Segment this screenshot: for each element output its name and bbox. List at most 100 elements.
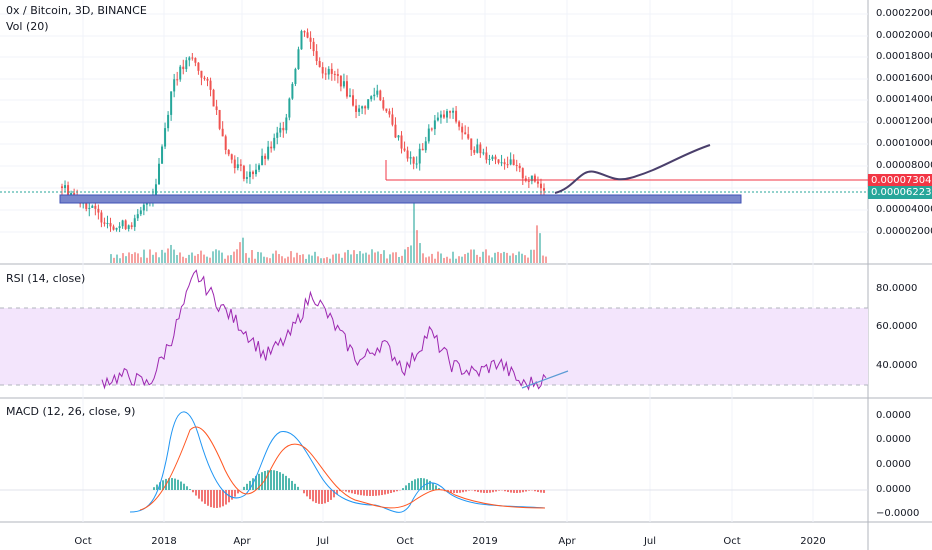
candle-body <box>324 73 327 75</box>
macd-histogram-bar <box>516 490 518 493</box>
candle-body <box>106 222 109 224</box>
candle-body <box>342 81 345 87</box>
volume-bar <box>524 255 526 263</box>
candle-body <box>230 154 233 160</box>
volume-bar <box>383 250 385 263</box>
time-axis-tick: Jul <box>643 536 657 547</box>
volume-bar <box>146 257 148 263</box>
time-axis-tick: Oct <box>723 536 741 547</box>
candle-body <box>500 162 503 164</box>
rsi-pane <box>0 269 868 391</box>
macd-histogram-bar <box>162 480 164 490</box>
projection-curve[interactable] <box>554 144 711 194</box>
macd-histogram-bar <box>330 490 332 500</box>
volume-bar <box>281 256 283 263</box>
volume-bar <box>287 256 289 263</box>
price-axis-tick: 0.00004000 <box>876 204 932 215</box>
candle-body <box>403 148 406 151</box>
volume-bar <box>545 256 547 263</box>
volume-bar <box>308 254 310 263</box>
volume-bar <box>455 258 457 263</box>
macd-histogram-bar <box>231 490 233 500</box>
volume-bar <box>458 256 460 263</box>
macd-histogram-bar <box>195 490 197 496</box>
volume-bar <box>221 252 223 263</box>
rsi-trendline[interactable] <box>521 370 569 389</box>
candle-body <box>297 49 300 70</box>
macd-histogram-bar <box>381 490 383 496</box>
volume-bar <box>488 255 490 263</box>
candle-body <box>376 90 379 95</box>
volume-bar <box>326 257 328 263</box>
macd-histogram-bar <box>369 490 371 496</box>
volume-bar <box>365 252 367 263</box>
candle-body <box>424 141 427 151</box>
candle-body <box>491 156 494 160</box>
support-zone[interactable] <box>59 194 742 204</box>
candle-body <box>294 69 297 84</box>
volume-bar <box>155 252 157 263</box>
macd-histogram-bar <box>420 478 422 490</box>
candle-body <box>439 114 442 118</box>
macd-histogram-bar <box>429 480 431 490</box>
macd-histogram-bar <box>189 489 191 490</box>
candle-body <box>103 222 106 224</box>
volume-bar <box>494 252 496 263</box>
candle-body <box>345 81 348 97</box>
volume-bar <box>323 258 325 263</box>
candle-body <box>473 149 476 153</box>
candle-body <box>203 77 206 79</box>
candle-body <box>406 150 409 159</box>
candle-body <box>158 163 161 185</box>
candle-body <box>315 51 318 62</box>
volume-bar <box>338 253 340 263</box>
macd-histogram-bar <box>315 490 317 503</box>
volume-bar <box>203 254 205 263</box>
candle-body <box>161 146 164 164</box>
volume-bar <box>236 249 238 263</box>
macd-histogram-bar <box>357 490 359 495</box>
candle-body <box>215 106 218 111</box>
time-axis-tick: Jul <box>316 536 330 547</box>
candle-body <box>221 128 224 137</box>
macd-histogram-bar <box>225 490 227 505</box>
volume-bar <box>350 254 352 263</box>
macd-histogram-bar <box>432 482 434 490</box>
candle-body <box>318 61 321 68</box>
volume-bar <box>539 233 541 263</box>
candle-body <box>536 181 539 184</box>
macd-histogram-bar <box>507 490 509 493</box>
volume-bar <box>311 255 313 263</box>
candle-body <box>227 149 230 155</box>
candle-body <box>382 100 385 109</box>
macd-histogram-bar <box>540 490 542 493</box>
macd-histogram-bar <box>495 490 497 492</box>
macd-histogram-bar <box>318 490 320 504</box>
macd-histogram-bar <box>216 490 218 508</box>
volume-bar <box>368 254 370 263</box>
candle-body <box>100 212 103 223</box>
candle-body <box>97 208 100 213</box>
volume-bar <box>233 251 235 263</box>
volume-bar <box>431 253 433 263</box>
candle-body <box>433 120 436 130</box>
candle-body <box>130 225 133 227</box>
candle-body <box>188 57 191 61</box>
volume-bar <box>194 255 196 263</box>
candle-body <box>358 108 361 112</box>
candle-body <box>543 188 545 191</box>
macd-histogram-bar <box>255 475 257 490</box>
macd-pane <box>0 411 868 513</box>
candlesticks <box>61 28 545 233</box>
candle-body <box>385 108 388 112</box>
macd-histogram-bar <box>486 490 488 493</box>
candle-body <box>64 185 67 189</box>
volume-bar <box>395 252 397 263</box>
volume-bar <box>428 256 430 263</box>
candle-body <box>494 156 497 160</box>
candle-body <box>115 228 118 230</box>
candle-body <box>330 68 333 74</box>
volume-bar <box>164 252 166 263</box>
